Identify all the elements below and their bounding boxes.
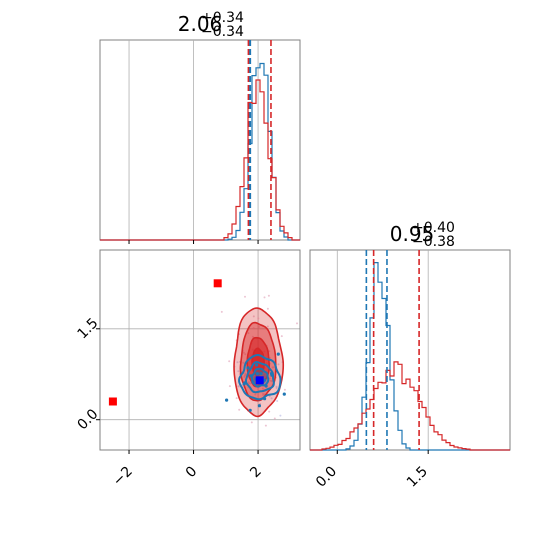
sample-point [267,294,270,297]
blue-sample-point [276,352,280,356]
y-tick-label: 0.0 [74,406,101,433]
sample-point [277,363,280,366]
joint-contour-panel: −2 0 2 0.0 1.5 [74,249,301,490]
sample-point [237,385,240,388]
histogram-2-frame [309,249,511,451]
sample-point [235,397,238,400]
sample-point [296,322,298,325]
sample-point [263,296,266,299]
sample-point [244,353,247,356]
sample-point [242,361,245,364]
x-tick-label: 0 [183,464,201,482]
histogram-1-title-plus: +0.34 [201,10,244,26]
sample-point [268,410,271,413]
sample-point [271,366,274,369]
sample-point [275,387,278,389]
sample-point [243,374,246,377]
sample-point [242,351,245,354]
histogram-series-2 [100,79,300,241]
sample-point [238,408,241,411]
sample-point [247,332,250,335]
x-tick-label: −2 [110,464,136,490]
blue-sample-point [259,372,263,376]
sample-point [280,335,283,338]
joint-panel-frame [99,249,301,451]
blue-sample-point [264,384,268,388]
blue-contour-level-1 [238,354,282,401]
sample-point [254,393,257,396]
histogram-series-1 [310,262,510,451]
blue-sample-point [243,381,247,385]
sample-point [258,326,260,328]
marker-square-3 [255,376,264,385]
sample-point [252,315,255,318]
sample-point [268,395,271,398]
sample-point [250,421,253,424]
sample-point [247,381,250,384]
sample-point [262,394,265,396]
sample-point [236,361,239,364]
blue-sample-point [282,392,286,396]
blue-sample-point [251,380,255,384]
histogram-param-1: 2.06 +0.34 −0.34 [99,10,301,244]
blue-sample-point [249,374,253,378]
sample-point [270,380,273,383]
blue-sample-point [257,404,261,408]
sample-point [257,317,260,320]
sample-point [266,307,269,310]
histogram-2-title-value: 0.95 [390,222,435,246]
sample-point [276,400,279,402]
sample-point [252,327,255,330]
histogram-series-2 [310,361,510,451]
sample-point [261,387,264,390]
x-tick-label: 2 [247,464,265,482]
blue-sample-point [225,398,229,402]
sample-point [249,382,252,385]
histogram-series-1 [100,62,300,241]
blue-sample-point [255,372,259,376]
blue-contour-level-2 [244,361,275,394]
marker-square-2 [213,279,222,288]
y-tick-label: 1.5 [74,315,101,342]
histogram-2-title-minus: −0.38 [412,234,455,250]
sample-point [270,397,273,400]
sample-point [244,295,246,298]
histogram-param-2: 0.0 1.5 0.95 +0.40 −0.38 [309,220,511,491]
sample-point [220,310,223,313]
histogram-1-frame [99,39,301,241]
histogram-1-title-minus: −0.34 [201,24,244,40]
histogram-2-title: 0.95 [390,222,435,246]
sample-point [283,388,286,391]
histogram-2-title-plus: +0.40 [412,220,455,236]
histogram-1-title-value: 2.06 [178,12,223,36]
histogram-1-title: 2.06 [178,12,223,36]
sample-point [264,424,267,427]
x-tick-label: 1.5 [404,464,431,491]
sample-point [228,385,231,388]
sample-point [273,417,276,420]
sample-point [266,325,269,328]
sample-point [228,360,231,363]
sample-point [251,335,254,338]
x-tick-label: 0.0 [313,464,340,491]
sample-point [279,414,282,417]
blue-sample-point [248,408,252,412]
blue-sample-point [263,397,267,401]
blue-sample-point [246,366,250,370]
blue-sample-point [255,363,259,367]
marker-square-1 [108,397,117,406]
sample-point [237,370,240,373]
blue-sample-point [270,373,274,377]
sample-point [244,372,247,375]
